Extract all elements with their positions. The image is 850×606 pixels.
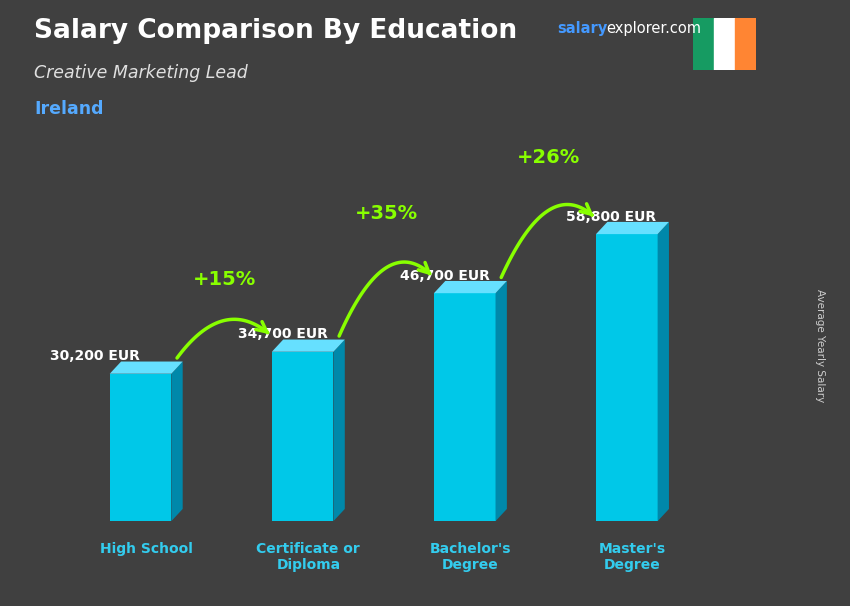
Text: Average Yearly Salary: Average Yearly Salary (815, 289, 825, 402)
FancyBboxPatch shape (596, 234, 658, 521)
Polygon shape (110, 362, 183, 374)
Polygon shape (172, 362, 183, 521)
Text: Master's
Degree: Master's Degree (599, 542, 666, 573)
Text: Ireland: Ireland (34, 100, 104, 118)
Text: Certificate or
Diploma: Certificate or Diploma (257, 542, 360, 573)
Text: +26%: +26% (517, 148, 581, 167)
Polygon shape (596, 222, 669, 234)
Text: 46,700 EUR: 46,700 EUR (400, 268, 490, 282)
FancyBboxPatch shape (110, 374, 172, 521)
Polygon shape (434, 281, 507, 293)
Bar (714, 18, 735, 70)
Bar (693, 18, 714, 70)
FancyBboxPatch shape (434, 293, 496, 521)
Text: +15%: +15% (193, 270, 256, 288)
Text: explorer.com: explorer.com (606, 21, 701, 36)
Polygon shape (496, 281, 507, 521)
Text: 30,200 EUR: 30,200 EUR (50, 349, 140, 363)
FancyBboxPatch shape (272, 351, 333, 521)
Text: +35%: +35% (355, 204, 418, 223)
Text: 58,800 EUR: 58,800 EUR (565, 210, 655, 224)
Text: Bachelor's
Degree: Bachelor's Degree (429, 542, 511, 573)
Bar (735, 18, 756, 70)
Text: Creative Marketing Lead: Creative Marketing Lead (34, 64, 247, 82)
Text: Salary Comparison By Education: Salary Comparison By Education (34, 18, 517, 44)
Polygon shape (333, 339, 345, 521)
Text: High School: High School (99, 542, 193, 556)
Text: salary: salary (557, 21, 607, 36)
Polygon shape (658, 222, 669, 521)
Polygon shape (272, 339, 345, 351)
Text: 34,700 EUR: 34,700 EUR (238, 327, 328, 341)
